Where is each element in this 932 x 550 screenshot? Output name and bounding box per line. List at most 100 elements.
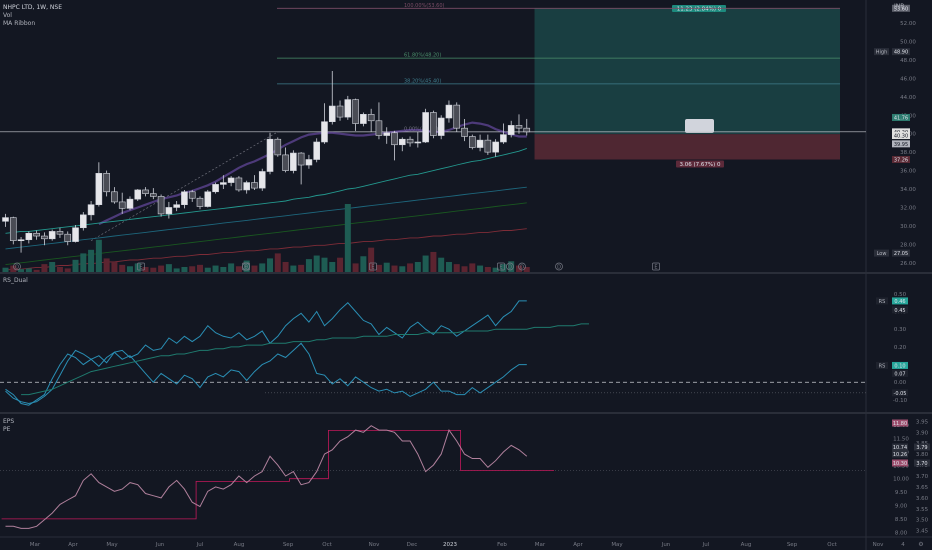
candle-body [406, 138, 414, 144]
volume-bar [391, 265, 398, 272]
volume-bar [259, 263, 266, 272]
volume-bar [469, 263, 476, 272]
rs-tick-label: -0.10 [893, 398, 908, 404]
candle-body [2, 217, 9, 222]
candle-body [235, 177, 243, 191]
trend-line [90, 131, 278, 241]
fib-level-label: 61.80%(48.20) [404, 53, 441, 59]
volume-bar [290, 265, 297, 272]
eps-badge-label: 10.74 [893, 445, 907, 451]
candle-body [344, 99, 352, 118]
candle-body [204, 191, 212, 207]
candle-body [266, 138, 274, 172]
candle-body [258, 171, 266, 189]
volume-bar [49, 261, 56, 272]
fib-level-label: 38.20%(45.40) [404, 78, 441, 84]
price-tick-label: 30.00 [900, 224, 916, 230]
price-badge-prefix: High [876, 50, 888, 56]
candle-body [336, 105, 344, 118]
price-badge [892, 4, 910, 12]
price-badge [892, 156, 910, 164]
volume-bar [173, 268, 180, 272]
candle-body [9, 217, 17, 241]
candle-body [422, 112, 429, 143]
candle-body [243, 182, 250, 191]
event-marker-letter: E [499, 265, 502, 271]
eps-legend: EPS [3, 418, 15, 425]
stop-loss-zone [534, 134, 840, 160]
pe-legend: PE [3, 426, 11, 433]
candle-body [492, 141, 499, 153]
rs-tick-label: 0.00 [894, 380, 907, 386]
rs-badge [892, 361, 908, 369]
candle-body [453, 104, 461, 129]
volume-bar [477, 265, 484, 272]
rs-badge-label: 0.07 [894, 371, 905, 377]
eps-badge-label: 10.30 [893, 461, 907, 467]
volume-bar [430, 251, 437, 272]
price-tick-label: 38.00 [900, 150, 916, 156]
candle-body [173, 204, 180, 208]
event-marker-letter: E [244, 265, 247, 271]
volume-bar [368, 247, 375, 272]
event-marker [242, 262, 250, 271]
pe-tick-label: 3.80 [916, 452, 929, 458]
ma-line [5, 186, 527, 250]
volume-bar [407, 263, 414, 272]
pe-badge [914, 443, 930, 451]
volume-bar [126, 266, 133, 272]
price-badge-prefix: Low [877, 251, 887, 257]
price-badge-label: 39.95 [894, 142, 908, 148]
volume-bar [165, 264, 172, 272]
volume-bar [282, 261, 289, 272]
price-tick-label: 50.00 [900, 39, 916, 45]
pe-tick-label: 3.55 [916, 507, 929, 513]
candle-body [95, 173, 103, 205]
candle-body [111, 191, 118, 203]
time-axis-label: Oct [827, 542, 837, 548]
candle-body [251, 182, 258, 189]
event-marker-letter: E [371, 265, 374, 271]
volume-bar [204, 267, 211, 272]
position-entry-handle [685, 119, 714, 133]
eps-tick-label: 9.00 [895, 504, 908, 510]
volume-bar [243, 260, 250, 272]
volume-bar [445, 261, 452, 272]
candle-body [142, 189, 149, 194]
candle-body [297, 152, 305, 166]
candle-body [476, 139, 484, 148]
candle-body [165, 207, 173, 215]
pe-tick-label: 3.50 [916, 518, 929, 524]
candle-body [103, 173, 110, 193]
candle-body [468, 136, 476, 148]
volume-bar [337, 257, 344, 272]
rs-badge [892, 297, 908, 305]
candle-body [126, 198, 134, 209]
volume-bar [313, 255, 320, 272]
candle-body [352, 99, 359, 124]
price-tick-label: 46.00 [900, 76, 916, 82]
volume-bar [181, 266, 188, 272]
volume-bar [212, 265, 219, 272]
candle-body [305, 159, 313, 166]
candle-body [196, 197, 204, 207]
eps-badge [892, 419, 908, 427]
eps-tick-label: 9.50 [895, 490, 908, 496]
volume-bar [142, 266, 149, 272]
time-axis-label: Nov [873, 542, 884, 548]
volume-bar [18, 269, 25, 272]
volume-bar [41, 264, 48, 272]
event-marker [555, 262, 563, 271]
time-axis-label: Mar [30, 542, 41, 548]
volume-bar [33, 269, 40, 272]
pe-tick-label: 3.60 [916, 496, 929, 502]
volume-bar [523, 266, 530, 272]
volume-bar [383, 262, 390, 272]
rs-series-line [5, 300, 527, 405]
candle-body [188, 191, 196, 199]
eps-tick-label: 8.50 [895, 517, 908, 523]
fib-level-label: 100.00%(53.60) [404, 3, 445, 9]
volume-bar [150, 267, 157, 272]
price-tick-label: 52.00 [900, 21, 916, 27]
